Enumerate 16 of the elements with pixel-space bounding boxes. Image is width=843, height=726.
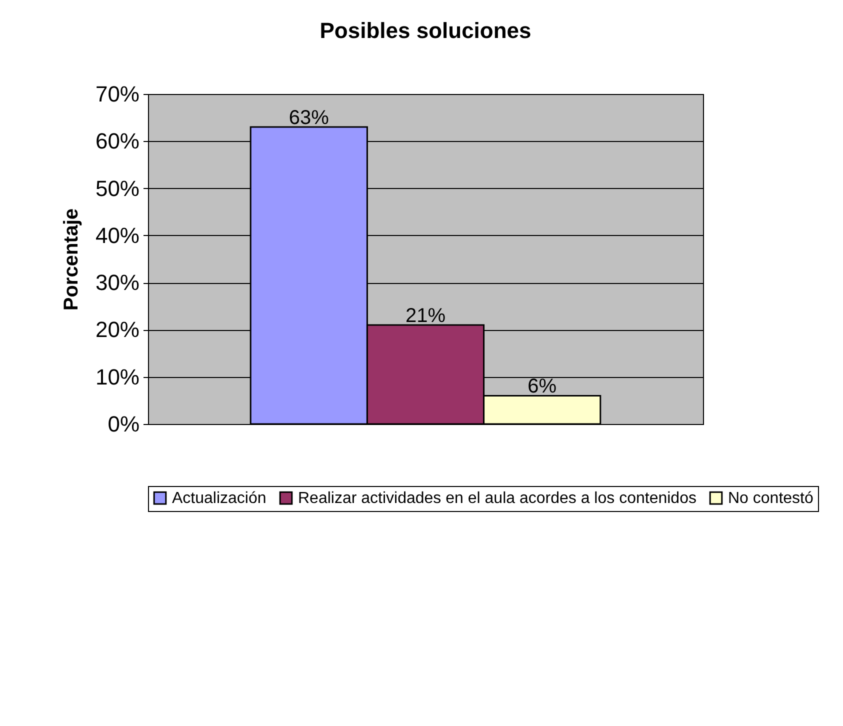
y-axis-title: Porcentaje (60, 208, 82, 311)
data-label: 21% (405, 305, 446, 327)
y-tick-label: 20% (95, 317, 140, 342)
y-tick-label: 0% (108, 412, 140, 436)
y-tick-label: 50% (95, 176, 140, 201)
legend-label: No contestó (728, 490, 814, 508)
y-tick-label: 40% (95, 222, 140, 248)
y-tick-label: 10% (95, 364, 140, 390)
data-label: 63% (288, 107, 330, 129)
y-tick-label: 70% (95, 82, 140, 106)
legend-label: Realizar actividades en el aula acordes a los contenidos (298, 490, 696, 508)
y-tick-label: 60% (95, 128, 140, 154)
y-tick-label: 30% (95, 270, 140, 296)
data-label: 6% (528, 376, 557, 398)
chart-title: Posibles soluciones (320, 18, 532, 43)
legend-label: Actualización (172, 490, 266, 508)
